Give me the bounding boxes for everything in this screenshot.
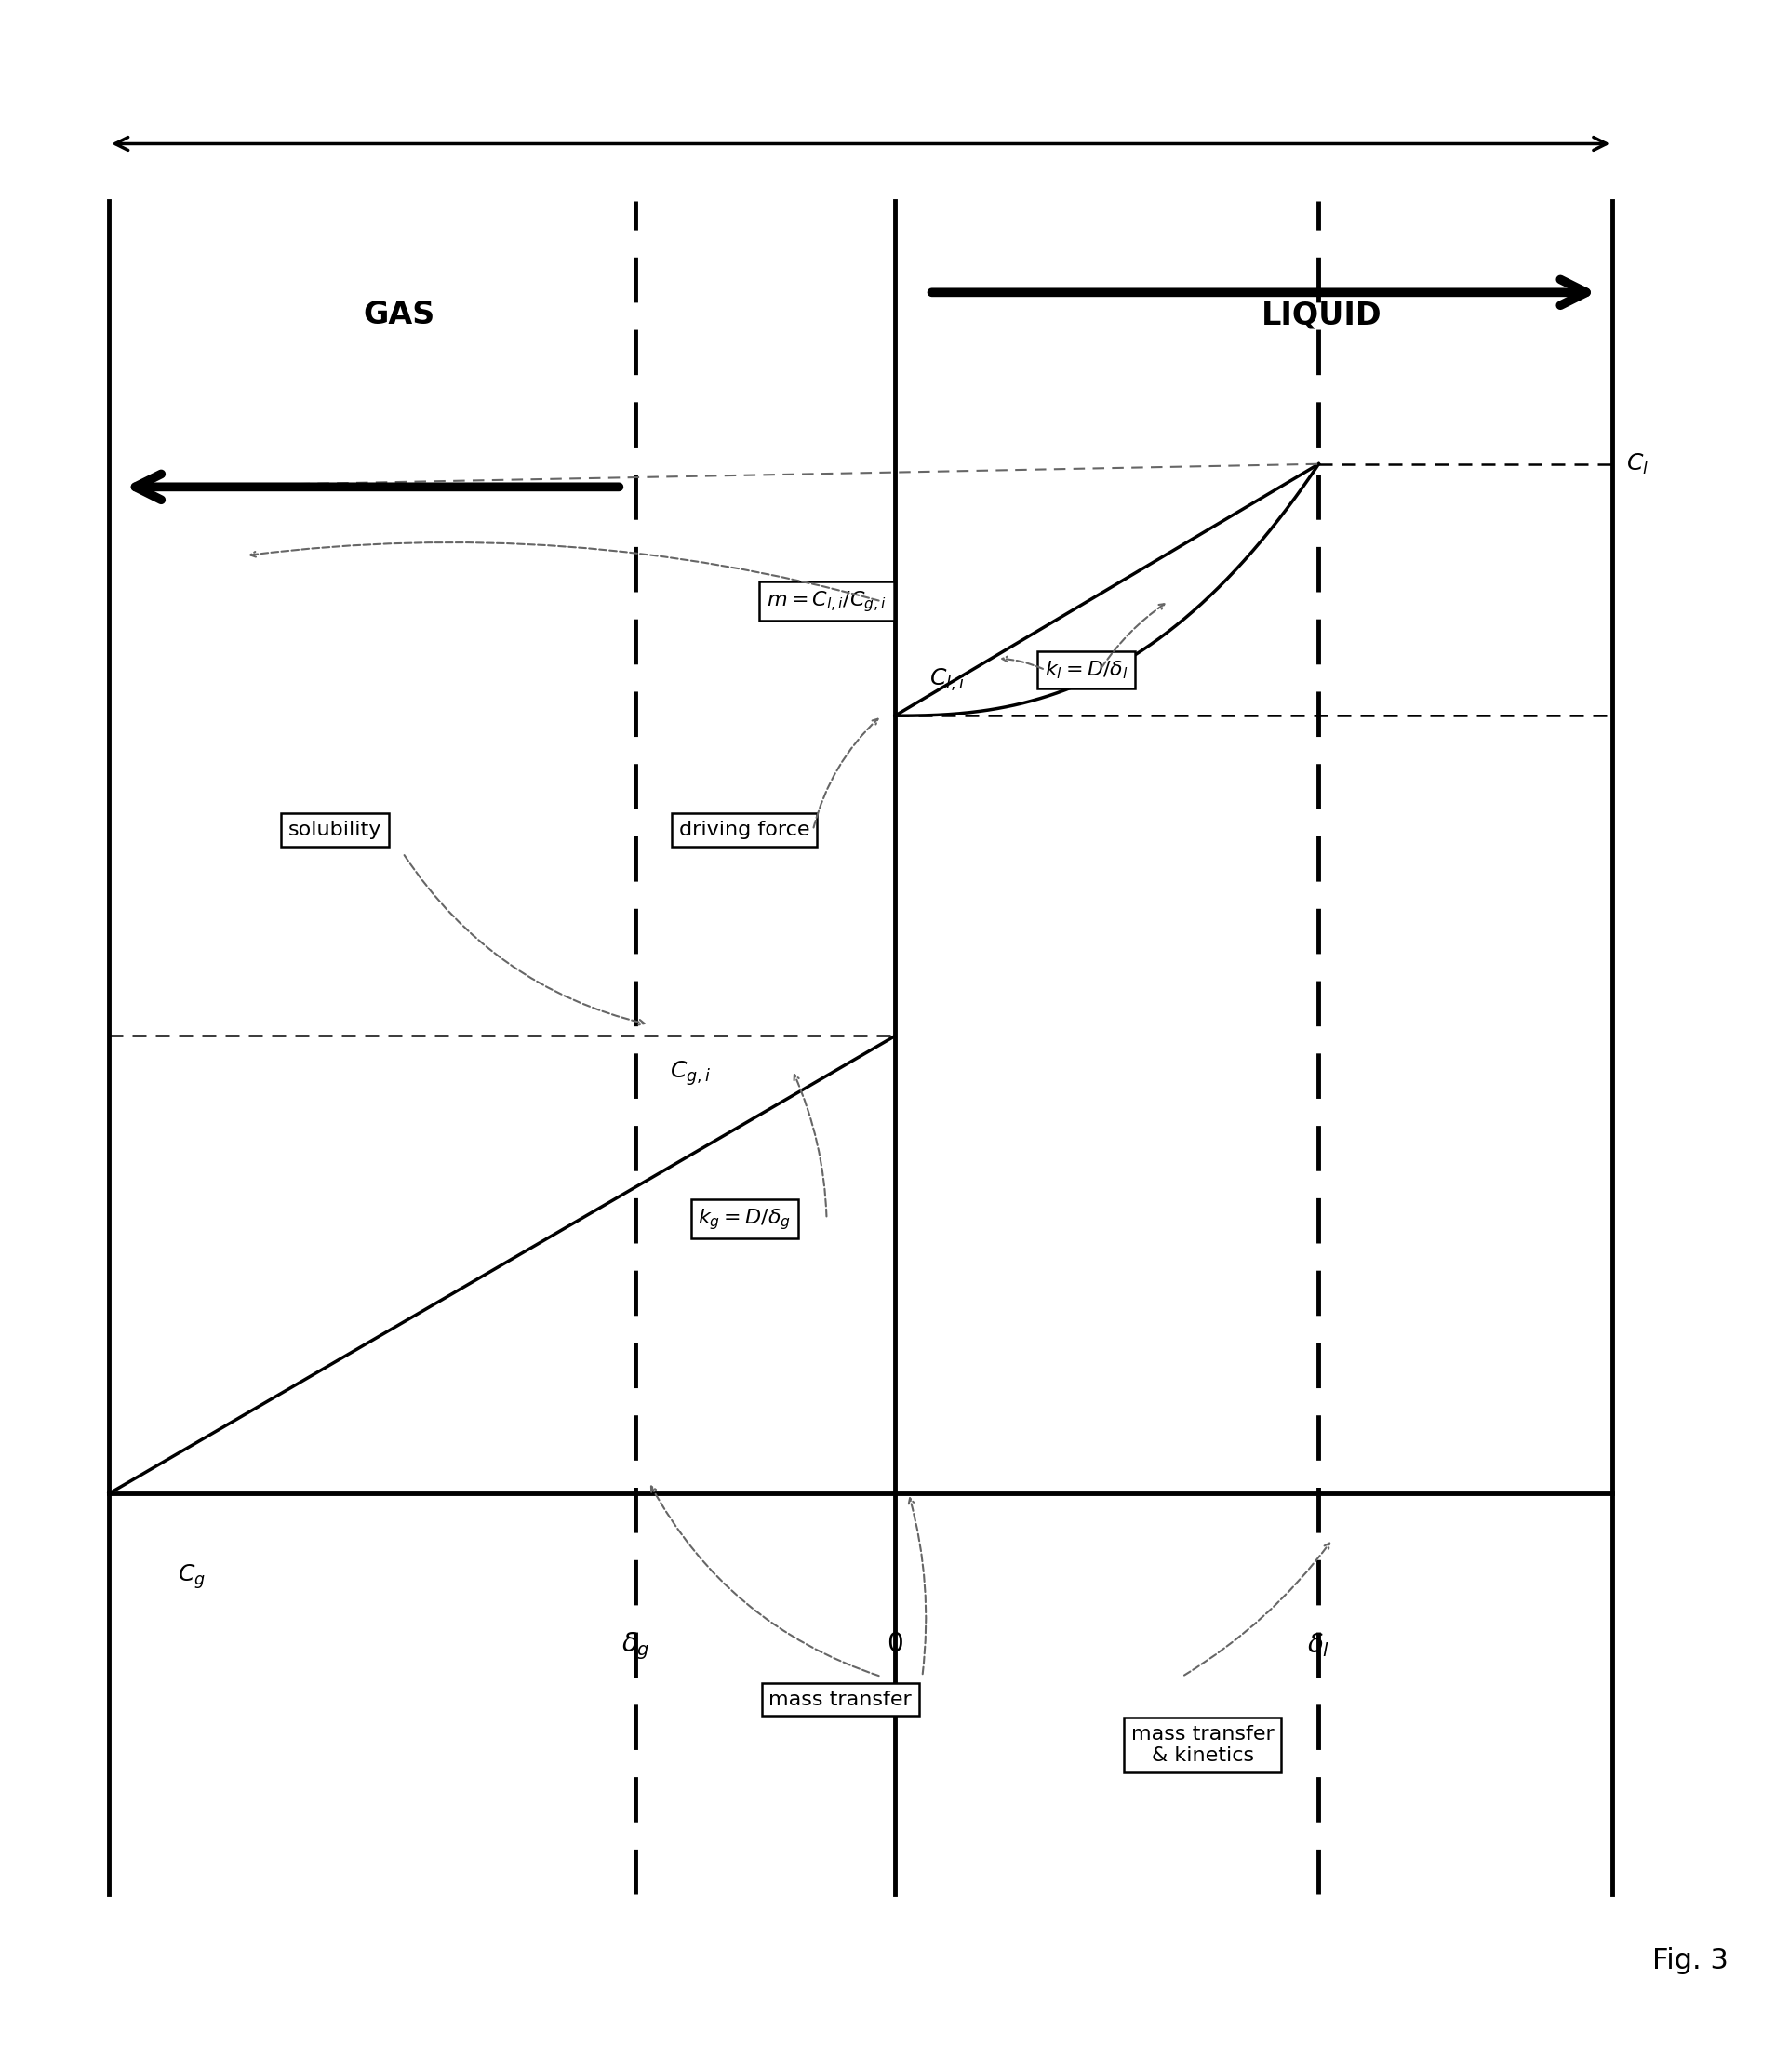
Text: $k_l=D/\delta_l$: $k_l=D/\delta_l$ <box>1045 659 1127 682</box>
Text: solubility: solubility <box>288 821 381 839</box>
Text: $C_{g,i}$: $C_{g,i}$ <box>669 1059 710 1088</box>
Text: GAS: GAS <box>363 300 435 332</box>
Text: $\delta_g$: $\delta_g$ <box>621 1631 649 1662</box>
Text: mass transfer: mass transfer <box>767 1691 911 1709</box>
Text: $k_g=D/\delta_g$: $k_g=D/\delta_g$ <box>698 1206 791 1231</box>
Text: mass transfer
& kinetics: mass transfer & kinetics <box>1131 1726 1274 1765</box>
Text: $C_g$: $C_g$ <box>177 1562 206 1591</box>
Text: driving force: driving force <box>678 821 810 839</box>
Text: LIQUID: LIQUID <box>1261 300 1381 332</box>
Text: $\delta_l$: $\delta_l$ <box>1306 1631 1329 1658</box>
Text: $C_l$: $C_l$ <box>1626 452 1648 477</box>
Text: $m=C_{l,i}/C_{g,i}$: $m=C_{l,i}/C_{g,i}$ <box>766 588 886 613</box>
Text: $C_{l,i}$: $C_{l,i}$ <box>928 667 964 692</box>
Text: Fig. 3: Fig. 3 <box>1651 1948 1728 1975</box>
Text: 0: 0 <box>886 1631 903 1658</box>
